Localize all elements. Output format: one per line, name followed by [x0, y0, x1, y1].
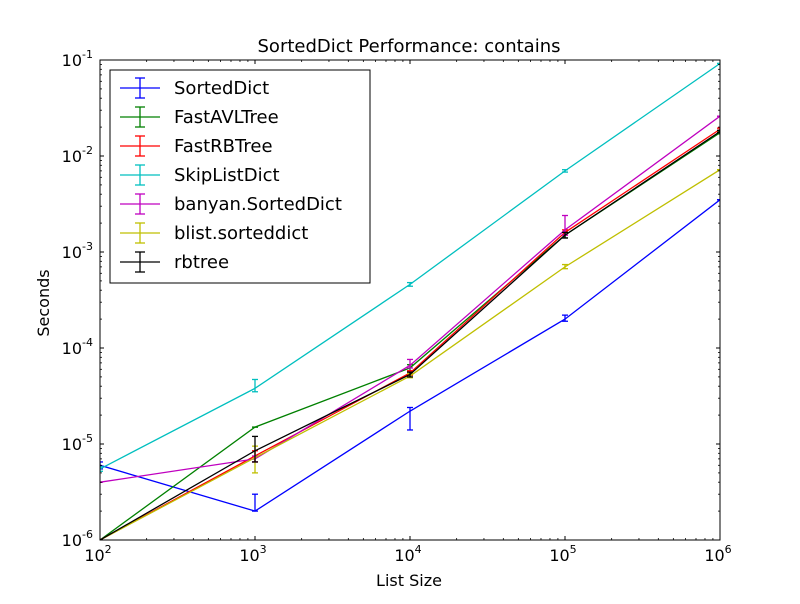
x-tick-base: 10 [84, 546, 104, 565]
y-tick-exponent: -3 [82, 240, 93, 253]
x-tick-exponent: 6 [725, 543, 732, 556]
x-tick-exponent: 4 [415, 543, 422, 556]
error-bar-fastavltree [717, 130, 720, 135]
legend-label: FastAVLTree [174, 107, 279, 128]
error-bar-blist-sorteddict [562, 263, 568, 270]
series-sorteddict [100, 199, 720, 512]
y-tick-label: 10-4 [62, 336, 93, 358]
y-axis-label: Seconds [34, 269, 53, 336]
y-tick-exponent: -6 [82, 528, 93, 541]
error-bar-skiplistdict [252, 378, 258, 393]
y-tick-base: 10 [62, 435, 82, 454]
x-tick-label: 102 [84, 543, 111, 565]
x-tick-base: 10 [394, 546, 414, 565]
legend: SortedDict FastAVLTree FastRBTree SkipListD… [109, 69, 371, 284]
error-bar-sorteddict [100, 461, 103, 470]
axes-frame [99, 59, 721, 541]
legend-label: rbtree [174, 252, 229, 273]
error-bar-skiplistdict [407, 281, 413, 287]
x-tick-base: 10 [239, 546, 259, 565]
x-tick-base: 10 [704, 546, 724, 565]
y-tick-label: 10-6 [62, 528, 93, 550]
series-skiplistdict [100, 62, 720, 472]
error-bar-rbtree [252, 435, 258, 463]
error-bar-sorteddict [562, 314, 568, 322]
legend-item-skiplistdict: SkipListDict [120, 164, 280, 186]
legend-label: banyan.SortedDict [174, 194, 342, 215]
y-tick-label: 10-3 [62, 240, 93, 262]
error-bar-sorteddict [407, 406, 413, 431]
x-tick-label: 105 [549, 543, 576, 565]
legend-label: SkipListDict [174, 165, 280, 186]
y-tick-base: 10 [62, 339, 82, 358]
x-tick-exponent: 2 [105, 543, 112, 556]
error-bar-banyan-sorteddict [407, 358, 413, 369]
error-bar-rbtree [407, 371, 413, 378]
y-tick-exponent: -5 [82, 432, 93, 445]
legend-box [109, 69, 371, 284]
y-tick-exponent: -2 [82, 144, 93, 157]
series-rbtree [100, 129, 720, 540]
y-tick-exponent: -4 [82, 336, 93, 349]
y-tick-base: 10 [62, 51, 82, 70]
error-bar-sorteddict [252, 493, 258, 512]
legend-item-blist-sorteddict: blist.sorteddict [120, 222, 308, 244]
legend-item-rbtree: rbtree [120, 251, 229, 273]
x-tick-exponent: 3 [260, 543, 267, 556]
y-tick-label: 10-1 [62, 48, 93, 70]
y-tick-base: 10 [62, 243, 82, 262]
series-group [100, 62, 720, 540]
error-bar-skiplistdict [100, 466, 103, 472]
y-tick-base: 10 [62, 147, 82, 166]
y-tick-label: 10-5 [62, 432, 93, 454]
legend-item-sorteddict: SortedDict [120, 77, 269, 99]
error-bar-skiplistdict [562, 169, 568, 173]
x-tick-label: 103 [239, 543, 266, 565]
legend-item-fastrbtree: FastRBTree [120, 135, 273, 157]
x-tick-base: 10 [549, 546, 569, 565]
error-bar-rbtree [562, 231, 568, 239]
legend-label: FastRBTree [174, 136, 273, 157]
y-tick-exponent: -1 [82, 48, 93, 61]
x-tick-exponent: 5 [570, 543, 577, 556]
legend-label: blist.sorteddict [174, 223, 308, 244]
legend-item-fastavltree: FastAVLTree [120, 106, 279, 128]
x-tick-label: 104 [394, 543, 421, 565]
legend-label: SortedDict [174, 78, 269, 99]
chart-title: SortedDict Performance: contains [258, 36, 561, 57]
x-axis-label: List Size [376, 571, 442, 590]
y-tick-base: 10 [62, 531, 82, 550]
x-tick-label: 106 [704, 543, 731, 565]
y-tick-label: 10-2 [62, 144, 93, 166]
error-bar-rbtree [717, 129, 720, 134]
legend-item-banyan-sorteddict: banyan.SortedDict [120, 193, 342, 215]
